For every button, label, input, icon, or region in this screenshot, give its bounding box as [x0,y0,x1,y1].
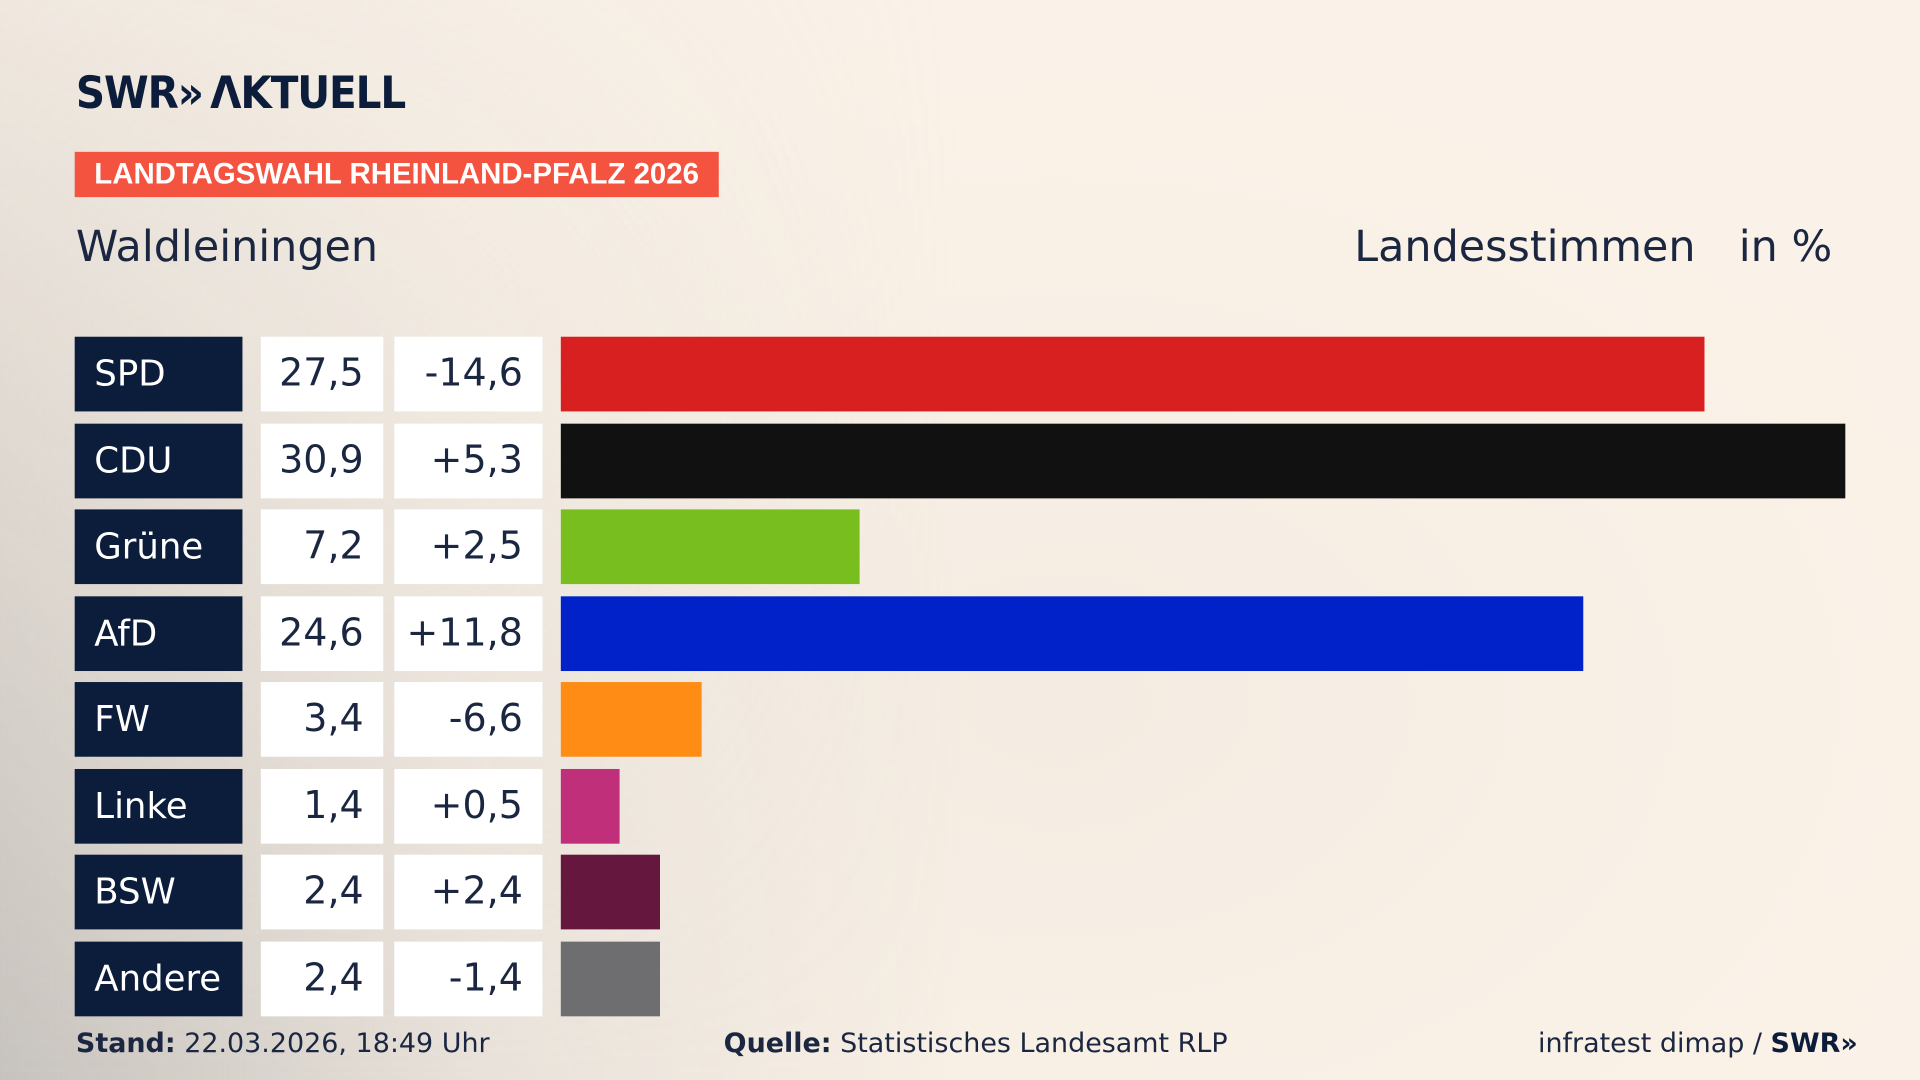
party-label: CDU [74,423,243,498]
party-label: BSW [74,854,243,930]
value-label: 27,5 [260,336,384,412]
credit-text: infratest dimap / [1537,1028,1762,1060]
party-label: Andere [74,941,243,1016]
election-badge: LANDTAGSWAHL RHEINLAND-PFALZ 2026 [74,151,719,198]
bar-spd [560,336,1704,412]
bar-linke [560,768,619,844]
value-label: 3,4 [260,682,384,757]
vote-type-label: Landesstimmen [1354,222,1696,272]
source: Quelle: Statistisches Landesamt RLP [724,1029,1228,1060]
diff-label: +0,5 [394,768,543,844]
source-label: Quelle: [723,1028,832,1060]
party-label: SPD [74,336,243,412]
diff-label: +2,4 [394,854,543,930]
bar-grüne [560,509,861,585]
diff-label: -14,6 [394,336,543,412]
party-label: Grüne [74,509,243,585]
bar-bsw [560,854,661,930]
stand-value: 22.03.2026, 18:49 Uhr [184,1028,490,1060]
bar-cdu [560,423,1846,498]
party-label: Linke [74,768,243,844]
swr-aktuell-logo: SWR» ΛKTUELL [75,68,406,119]
source-value: Statistisches Landesamt RLP [840,1028,1228,1060]
diff-label: +5,3 [394,423,543,498]
value-label: 24,6 [260,595,384,671]
bar-afd [560,595,1584,671]
party-label: FW [74,682,243,757]
stand-label: Stand: [75,1028,176,1060]
unit-label: in % [1738,222,1833,272]
swr-logo: SWR» [1770,1028,1858,1060]
diff-label: +11,8 [394,595,543,671]
value-label: 30,9 [260,423,384,498]
bar-andere [560,941,661,1016]
location-title: Waldleiningen [75,222,379,272]
timestamp: Stand: 22.03.2026, 18:49 Uhr [76,1029,490,1060]
diff-label: -1,4 [394,941,543,1016]
value-label: 1,4 [260,768,384,844]
credit: infratest dimap / SWR» [1537,1028,1858,1060]
diff-label: +2,5 [394,509,543,585]
bar-fw [560,682,703,757]
value-label: 7,2 [260,509,384,585]
diff-label: -6,6 [394,682,543,757]
value-label: 2,4 [260,854,384,930]
value-label: 2,4 [260,941,384,1016]
party-label: AfD [74,595,243,671]
